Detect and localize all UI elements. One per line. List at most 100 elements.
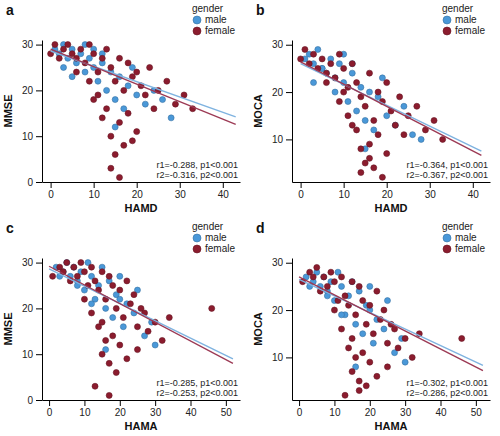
point — [92, 383, 98, 389]
point — [362, 160, 368, 166]
x-axis: 010203040 — [293, 182, 491, 200]
legend-swatch — [193, 245, 201, 253]
point — [117, 287, 123, 293]
point — [86, 42, 92, 48]
x-axis: 01020304050 — [293, 400, 491, 418]
point — [116, 174, 122, 180]
point — [339, 274, 345, 280]
point — [104, 106, 110, 112]
legend-swatch — [193, 16, 201, 24]
y-tick-mark — [36, 45, 42, 46]
annotation: r1=-0.364, p1<0.001 — [406, 160, 488, 170]
x-tick-mark — [441, 400, 442, 406]
point — [91, 97, 97, 103]
x-tick-label: 0 — [297, 407, 303, 418]
point — [345, 99, 351, 105]
y-tick-mark — [286, 45, 292, 46]
point — [152, 342, 158, 348]
scatter-series — [53, 260, 158, 353]
point — [363, 321, 369, 327]
y-tick: 20 — [272, 87, 292, 98]
x-axis-title: HAMA — [375, 420, 408, 432]
point — [367, 359, 373, 365]
x-tick: 50 — [221, 400, 233, 418]
x-tick-label: 20 — [132, 189, 144, 200]
y-tick: 20 — [22, 85, 42, 96]
point — [336, 51, 342, 57]
point — [414, 103, 420, 109]
x-tick: 30 — [425, 182, 437, 200]
point — [125, 60, 131, 66]
panel-label: a — [6, 2, 14, 18]
y-axis: 0102030 — [22, 39, 43, 187]
x-tick: 50 — [471, 400, 483, 418]
point — [99, 319, 105, 325]
figure: 0102030400102030r1=-0.288, p1<0.001r2=-0… — [0, 0, 500, 436]
legend-swatch — [193, 234, 201, 242]
point — [358, 170, 364, 176]
legend-swatch — [443, 16, 451, 24]
point — [395, 345, 401, 351]
x-tick-mark — [155, 400, 156, 406]
x-tick-mark — [51, 182, 52, 188]
x-axis-line — [293, 182, 491, 183]
x-tick: 20 — [382, 182, 394, 200]
point — [112, 97, 118, 103]
point — [61, 64, 67, 70]
point — [366, 70, 372, 76]
y-tick-label: 10 — [272, 352, 284, 363]
point — [384, 113, 390, 119]
x-tick-label: 50 — [221, 407, 233, 418]
point — [331, 307, 337, 313]
y-axis-line — [292, 259, 293, 401]
point — [392, 122, 398, 128]
scatter-series — [302, 46, 424, 151]
x-axis-title: HAMA — [125, 420, 158, 432]
point — [353, 321, 359, 327]
point — [384, 340, 390, 346]
x-tick-label: 10 — [329, 407, 341, 418]
point — [370, 331, 376, 337]
point — [64, 260, 70, 266]
point — [172, 101, 178, 107]
point — [379, 75, 385, 81]
x-tick: 30 — [400, 400, 412, 418]
x-tick: 20 — [115, 400, 127, 418]
y-tick: 0 — [27, 395, 42, 406]
point — [345, 113, 351, 119]
legend-label: female — [455, 25, 485, 36]
x-tick-mark — [430, 182, 431, 188]
point — [95, 92, 101, 98]
point — [166, 315, 172, 321]
scatter-series — [52, 42, 174, 130]
legend-label: male — [455, 14, 477, 25]
point — [106, 273, 112, 279]
point — [131, 292, 137, 298]
point — [366, 89, 372, 95]
y-tick-label: 10 — [272, 134, 284, 145]
y-tick-mark — [286, 263, 292, 264]
plot-area: 01020304050102030r1=-0.302, p1<0.001r2=-… — [272, 257, 491, 418]
y-tick: 10 — [272, 134, 292, 145]
point — [86, 78, 92, 84]
y-axis-title: MOCA — [252, 312, 264, 346]
point — [64, 260, 70, 266]
point — [129, 64, 135, 70]
point — [324, 283, 330, 289]
y-tick-label: 10 — [22, 349, 34, 360]
point — [384, 364, 390, 370]
point — [371, 127, 377, 133]
point — [319, 56, 325, 62]
x-tick: 40 — [185, 400, 197, 418]
point — [142, 92, 148, 98]
y-tick: 20 — [22, 303, 42, 314]
y-tick-label: 20 — [22, 85, 34, 96]
point — [124, 278, 130, 284]
point — [384, 80, 390, 86]
point — [354, 80, 360, 86]
point — [103, 337, 109, 343]
legend: gendermalefemale — [192, 3, 235, 36]
x-tick-label: 40 — [185, 407, 197, 418]
legend-title: gender — [192, 221, 224, 232]
point — [81, 269, 87, 275]
